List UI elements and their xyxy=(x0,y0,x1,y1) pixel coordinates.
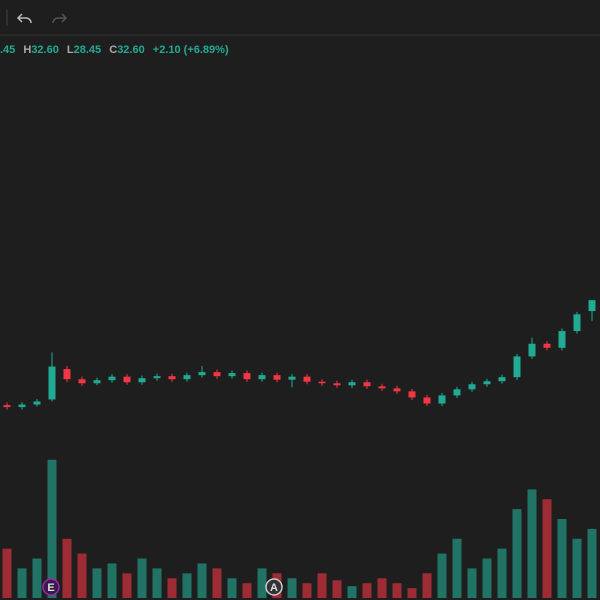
low-label: L xyxy=(67,44,74,56)
undo-button[interactable] xyxy=(16,13,32,24)
volume-bar xyxy=(212,568,222,598)
close-label: C xyxy=(109,44,117,56)
candle-body xyxy=(573,314,581,332)
candle-body xyxy=(3,405,11,408)
candle-body xyxy=(123,376,131,383)
volume-bar xyxy=(512,509,522,598)
volume-bar xyxy=(92,568,102,598)
candle-body xyxy=(288,376,296,380)
candle-body xyxy=(138,378,146,383)
candle-body xyxy=(438,395,446,404)
volume-bar xyxy=(392,583,402,598)
candle-body xyxy=(408,391,416,398)
volume-bar xyxy=(2,548,12,598)
volume-bar xyxy=(407,588,417,598)
event-marker[interactable] xyxy=(42,578,60,596)
volume-bar xyxy=(107,563,117,598)
event-marker[interactable] xyxy=(265,578,283,596)
event-label: E xyxy=(47,582,54,594)
open-value: .45 xyxy=(0,44,15,56)
volume-bar xyxy=(137,558,147,598)
redo-button[interactable] xyxy=(52,13,68,24)
volume-bar xyxy=(47,459,57,598)
volume-bar xyxy=(497,548,507,598)
candle-body xyxy=(423,397,431,404)
volume-bar xyxy=(347,586,357,598)
candle-body xyxy=(483,381,491,385)
ohlc-legend: .45 H32.60 L28.45 C32.60 +2.10 (+6.89%) xyxy=(0,44,229,56)
volume-bar xyxy=(152,568,162,598)
candle-body xyxy=(48,366,56,400)
candle-body xyxy=(33,401,41,405)
high-label: H xyxy=(23,44,31,56)
volume-bar xyxy=(287,578,297,598)
volume-bar xyxy=(317,573,327,598)
candle-body xyxy=(63,369,71,380)
candle-body xyxy=(558,331,566,348)
volume-bar xyxy=(482,558,492,598)
close-value: 32.60 xyxy=(117,44,145,56)
candle-body xyxy=(93,380,101,384)
candle-body xyxy=(108,376,116,381)
volume-bar xyxy=(332,580,342,598)
candle-body xyxy=(213,372,221,377)
candle-body xyxy=(153,376,161,379)
candle-body xyxy=(303,376,311,382)
candle-body xyxy=(588,300,596,312)
high-value: 32.60 xyxy=(31,44,59,56)
volume-bar xyxy=(167,578,177,598)
candle-body xyxy=(228,373,236,377)
candle-body xyxy=(198,372,206,376)
candle-body xyxy=(318,381,326,384)
volume-bar xyxy=(122,573,132,598)
volume-bar xyxy=(422,573,432,598)
volume-bar xyxy=(452,538,462,598)
plot-area xyxy=(2,300,597,598)
volume-bar xyxy=(182,573,192,598)
volume-bar xyxy=(197,563,207,598)
volume-bar xyxy=(377,578,387,598)
candle-body xyxy=(348,382,356,386)
volume-bar xyxy=(62,538,72,598)
toolbar xyxy=(0,0,600,35)
volume-bar xyxy=(17,568,27,598)
candle-body xyxy=(528,343,536,357)
candle-body xyxy=(468,384,476,390)
candle-body xyxy=(543,343,551,348)
volume-bar xyxy=(302,583,312,598)
volume-bar xyxy=(242,583,252,598)
event-label: A xyxy=(270,582,278,594)
volume-bar xyxy=(362,583,372,598)
change-value: +2.10 (+6.89%) xyxy=(153,44,229,56)
candle-body xyxy=(393,388,401,392)
volume-bar xyxy=(257,568,267,598)
candle-body xyxy=(513,356,521,378)
candle-body xyxy=(453,389,461,396)
volume-bar xyxy=(32,558,42,598)
volume-bar xyxy=(437,553,447,598)
candle-body xyxy=(498,377,506,382)
volume-bar xyxy=(542,499,552,598)
candle-body xyxy=(258,375,266,380)
volume-bar xyxy=(587,528,597,598)
volume-bar xyxy=(527,489,537,598)
candle-body xyxy=(78,379,86,384)
volume-bar xyxy=(227,578,237,598)
candle-body xyxy=(183,375,191,380)
candle-body xyxy=(363,382,371,387)
candle-body xyxy=(333,383,341,386)
candle-body xyxy=(273,375,281,380)
volume-bar xyxy=(572,538,582,598)
candle-body xyxy=(243,373,251,380)
candle-body xyxy=(18,404,26,408)
low-value: 28.45 xyxy=(74,44,102,56)
volume-bar xyxy=(557,519,567,598)
volume-bar xyxy=(77,553,87,598)
candle-body xyxy=(168,376,176,380)
candle-body xyxy=(378,386,386,389)
volume-bar xyxy=(467,568,477,598)
